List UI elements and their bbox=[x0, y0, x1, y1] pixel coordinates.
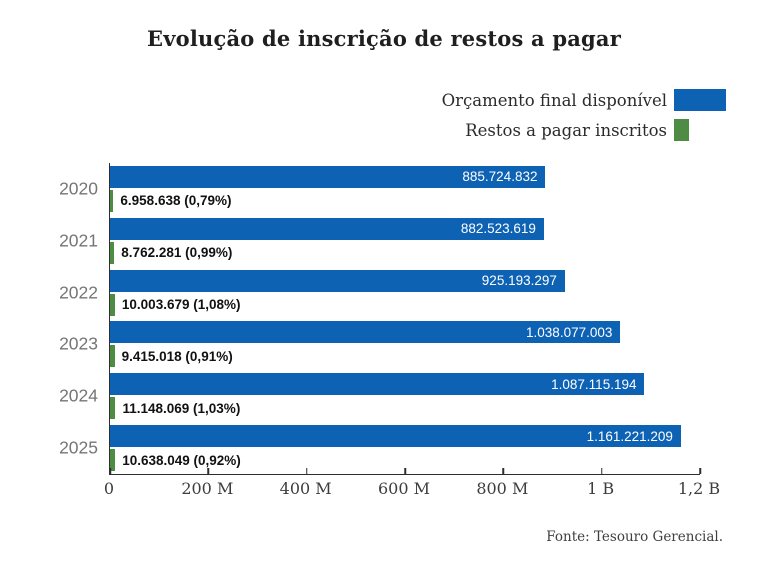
year-label: 2024 bbox=[59, 385, 98, 406]
rap-bar-row: 10.003.679 (1,08%) bbox=[110, 293, 700, 316]
x-axis-tick bbox=[109, 468, 111, 474]
rap-bar-label: 8.762.281 (0,99%) bbox=[121, 245, 233, 261]
x-axis-tick bbox=[699, 468, 701, 474]
year-label: 2021 bbox=[59, 230, 98, 251]
legend: Orçamento final disponível Restos a paga… bbox=[400, 89, 730, 141]
rap-bar bbox=[110, 345, 115, 368]
x-axis-tick-label: 600 M bbox=[377, 479, 431, 498]
rap-bar-label: 6.958.638 (0,79%) bbox=[120, 193, 232, 209]
year-group-2022: 2022 925.193.297 10.003.679 (1,08%) bbox=[59, 269, 700, 316]
bar-rows: 2020 885.724.832 6.958.638 (0,79%) 2021 882.… bbox=[59, 163, 700, 474]
x-axis-tick-label: 1,2 B bbox=[677, 479, 721, 498]
budget-bar: 1.038.077.003 bbox=[110, 321, 621, 344]
x-axis-tick-label: 0 bbox=[103, 479, 115, 498]
x-axis-tick bbox=[600, 468, 603, 474]
rap-bar-row: 9.415.018 (0,91%) bbox=[110, 345, 700, 368]
rap-bar-label: 10.003.679 (1,08%) bbox=[121, 297, 241, 313]
rap-bar-row: 8.762.281 (0,99%) bbox=[110, 241, 700, 264]
year-label: 2025 bbox=[59, 437, 98, 458]
source-note: Fonte: Tesouro Gerencial. bbox=[546, 529, 723, 545]
budget-bar: 925.193.297 bbox=[110, 269, 565, 292]
year-label: 2023 bbox=[59, 333, 98, 354]
legend-swatch-rap bbox=[674, 119, 689, 141]
year-label: 2022 bbox=[59, 282, 98, 303]
plot-area: 2020 885.724.832 6.958.638 (0,79%) 2021 882.… bbox=[59, 163, 701, 475]
rap-bar-row: 10.638.049 (0,92%) bbox=[110, 449, 700, 472]
legend-label-budget: Orçamento final disponível bbox=[441, 90, 667, 110]
rap-bar bbox=[110, 241, 115, 264]
legend-label-rap: Restos a pagar inscritos bbox=[465, 120, 667, 140]
year-group-2025: 2025 1.161.221.209 10.638.049 (0,92%) bbox=[59, 425, 700, 472]
budget-bar-value: 1.161.221.209 bbox=[586, 428, 673, 444]
budget-bar-value: 1.038.077.003 bbox=[526, 324, 613, 340]
year-group-2024: 2024 1.087.115.194 11.148.069 (1,03%) bbox=[59, 373, 700, 420]
year-label: 2020 bbox=[59, 178, 98, 199]
budget-bar: 1.161.221.209 bbox=[110, 425, 681, 448]
year-group-2021: 2021 882.523.619 8.762.281 (0,99%) bbox=[59, 217, 700, 264]
x-axis-tick-label: 1 B bbox=[587, 479, 615, 498]
rap-bar bbox=[110, 449, 116, 472]
x-axis-tick-label: 400 M bbox=[279, 479, 332, 498]
budget-bar: 885.724.832 bbox=[110, 165, 546, 188]
rap-bar-label: 9.415.018 (0,91%) bbox=[121, 348, 233, 364]
budget-bar: 1.087.115.194 bbox=[110, 373, 645, 396]
rap-bar-row: 11.148.069 (1,03%) bbox=[110, 397, 700, 420]
year-group-2020: 2020 885.724.832 6.958.638 (0,79%) bbox=[59, 165, 700, 212]
chart-title: Evolução de inscrição de restos a pagar bbox=[147, 26, 621, 51]
x-axis-tick bbox=[502, 468, 505, 474]
x-axis-tick bbox=[305, 468, 308, 474]
budget-bar-value: 1.087.115.194 bbox=[551, 376, 637, 392]
rap-bar bbox=[110, 397, 116, 420]
x-axis-tick-label: 800 M bbox=[476, 479, 529, 498]
rap-bar-label: 11.148.069 (1,03%) bbox=[122, 400, 241, 416]
x-axis-tick bbox=[207, 468, 210, 474]
x-axis-labels: 0 200 M 400 M 600 M 800 M 1 B 1,2 B bbox=[104, 479, 720, 501]
x-axis-tick bbox=[404, 468, 406, 474]
rap-bar-row: 6.958.638 (0,79%) bbox=[110, 189, 700, 212]
budget-bar: 882.523.619 bbox=[110, 217, 544, 240]
x-axis-tick-label: 200 M bbox=[181, 479, 234, 498]
rap-bar bbox=[110, 293, 115, 316]
budget-bar-value: 885.724.832 bbox=[462, 169, 538, 185]
year-group-2023: 2023 1.038.077.003 9.415.018 (0,91%) bbox=[59, 321, 700, 368]
rap-bar-label: 10.638.049 (0,92%) bbox=[122, 452, 241, 468]
rap-bar bbox=[110, 189, 114, 212]
budget-bar-value: 925.193.297 bbox=[481, 273, 557, 289]
legend-swatch-budget bbox=[674, 89, 726, 111]
budget-bar-value: 882.523.619 bbox=[460, 221, 536, 237]
